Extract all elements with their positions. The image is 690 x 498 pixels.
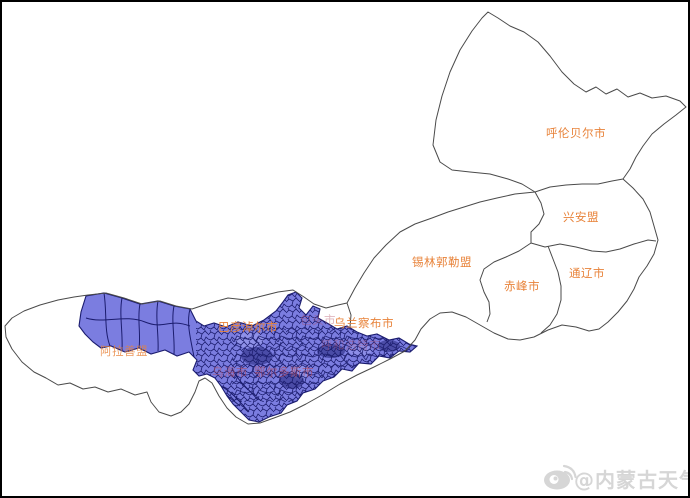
region-labels: 呼伦贝尔市 兴安盟 通辽市 赤峰市 锡林郭勒盟 乌兰察布市 巴彦淖尔市 阿拉善盟… [100,126,606,379]
label-alxa: 阿拉善盟 [100,344,148,358]
label-ulanqab: 乌兰察布市 [334,316,394,330]
label-tongliao: 通辽市 [569,266,605,280]
label-hulunbuir: 呼伦贝尔市 [546,126,606,140]
label-ordos: 鄂尔多斯市 [254,365,314,379]
province-outline [4,11,687,425]
dense-cluster-shading [241,340,400,389]
label-wuhai: 乌海市 [212,365,248,379]
label-bayannur: 巴彦淖尔市 [218,320,278,334]
watermark: @内蒙古天气 [544,464,690,492]
watermark-handle: @内蒙古天气 [574,468,690,492]
internal-boundaries [346,178,657,334]
weibo-logo-icon [544,464,577,490]
label-baotou: 包头市 [300,313,336,327]
label-xilingol: 锡林郭勒盟 [412,255,472,269]
label-chifeng: 赤峰市 [504,279,540,293]
label-hohhot: 呼和浩特市 [321,338,381,352]
label-hinggan: 兴安盟 [563,210,599,224]
